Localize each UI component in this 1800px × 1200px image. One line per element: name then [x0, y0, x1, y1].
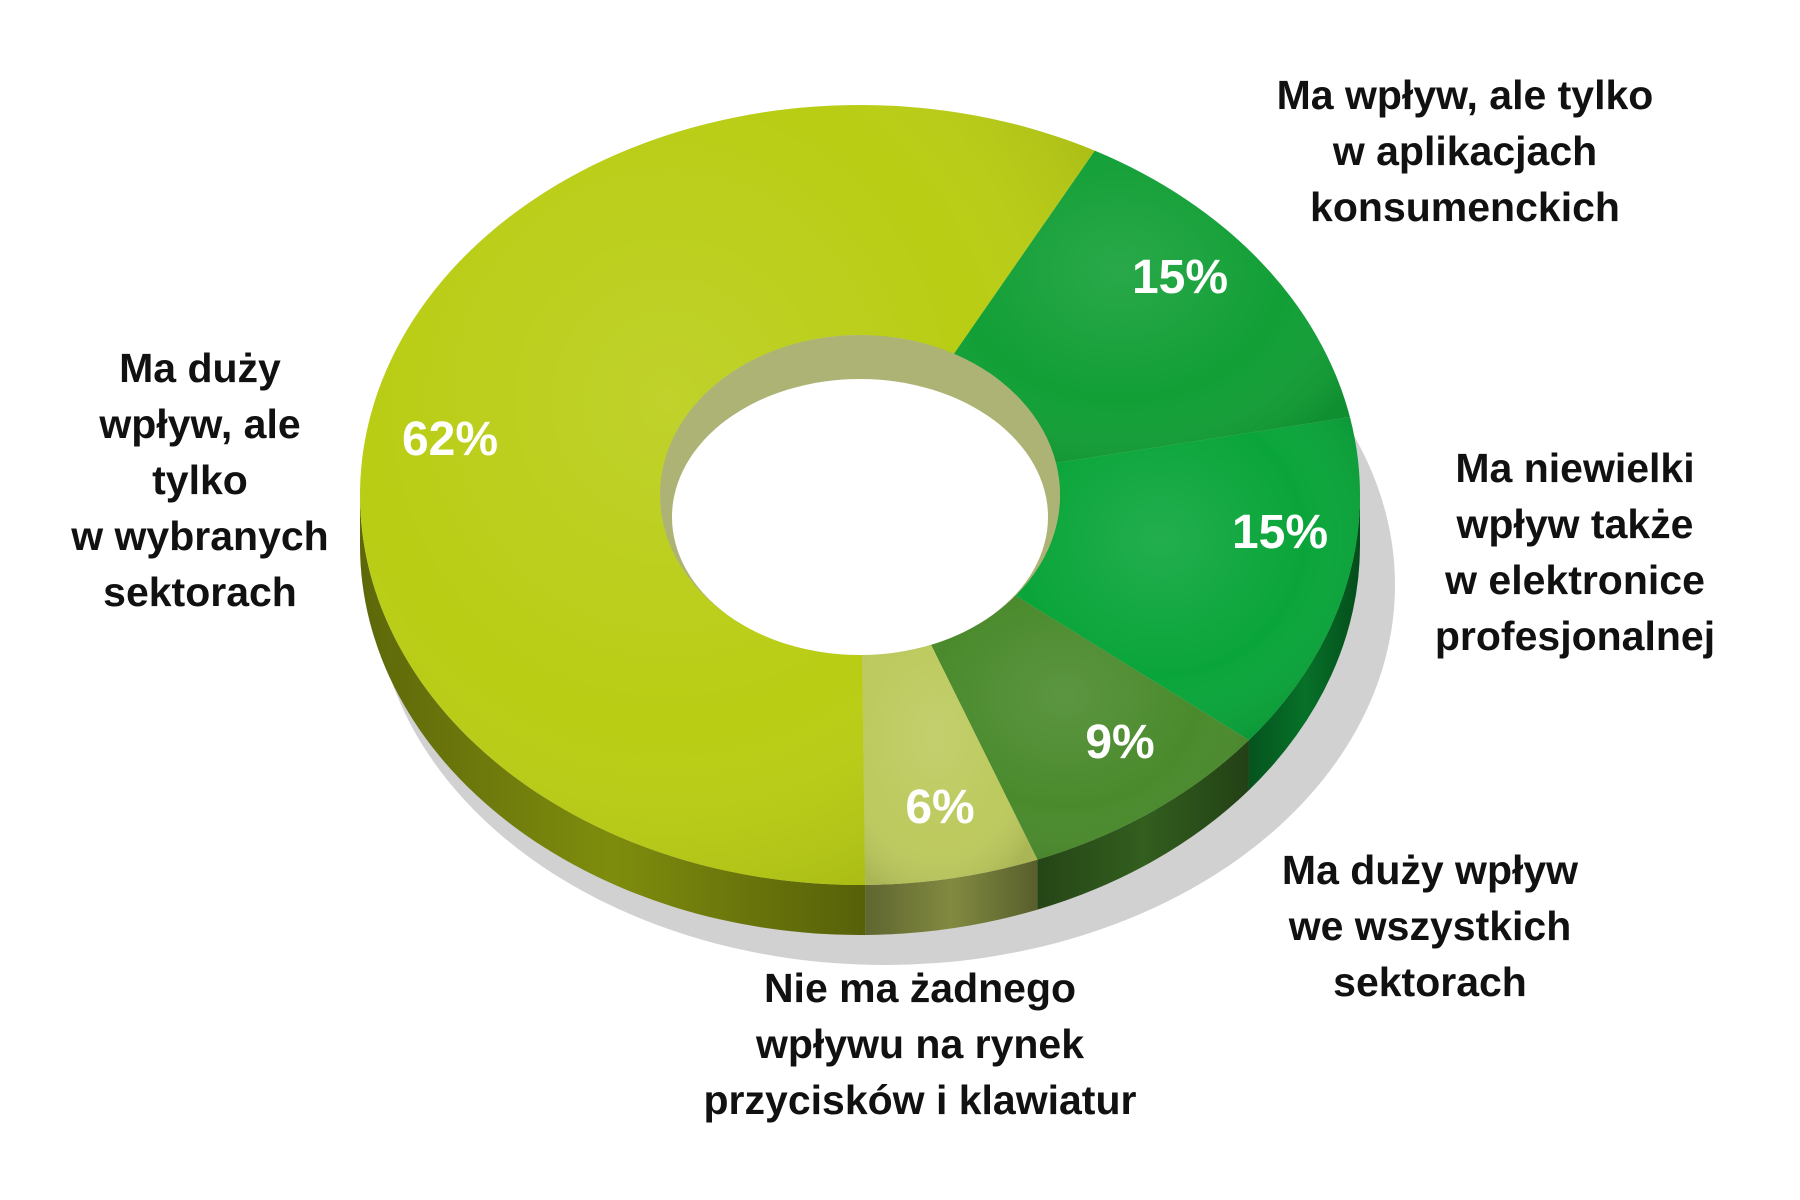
- slice-side-shade-big-selected-sectors: [360, 495, 866, 936]
- slice-gloss-consumer-apps: [953, 150, 1350, 464]
- slice-side-shade-big-all-sectors: [1037, 740, 1249, 910]
- slice-label-big-all-sectors: Ma duży wpływ we wszystkich sektorach: [1281, 847, 1579, 1005]
- slice-gloss-small-impact: [1015, 417, 1360, 741]
- slice-value-no-impact: 6%: [905, 781, 975, 834]
- slice-side-shade-no-impact: [865, 859, 1038, 935]
- donut-hole: [672, 379, 1048, 655]
- slice-value-big-selected-sectors: 62%: [401, 413, 499, 466]
- slice-label-big-selected-sectors: Ma duży wpływ, ale tylko w wybranych sek…: [71, 345, 329, 615]
- slice-gloss-no-impact: [862, 644, 1038, 885]
- slice-gloss-big-all-sectors: [930, 595, 1249, 860]
- slice-value-small-impact: 15%: [1231, 506, 1329, 559]
- slice-gloss-big-selected-sectors: [360, 105, 1095, 885]
- slice-label-small-impact: Ma niewielki wpływ także w elektronice p…: [1434, 445, 1716, 659]
- slice-value-consumer-apps: 15%: [1131, 251, 1229, 304]
- slice-side-shade-small-impact: [1248, 495, 1360, 791]
- slice-label-consumer-apps: Ma wpływ, ale tylko w aplikacjach konsum…: [1276, 72, 1654, 230]
- slice-value-big-all-sectors: 9%: [1085, 716, 1155, 769]
- slice-label-no-impact: Nie ma żadnego wpływu na rynek przyciskó…: [703, 965, 1137, 1123]
